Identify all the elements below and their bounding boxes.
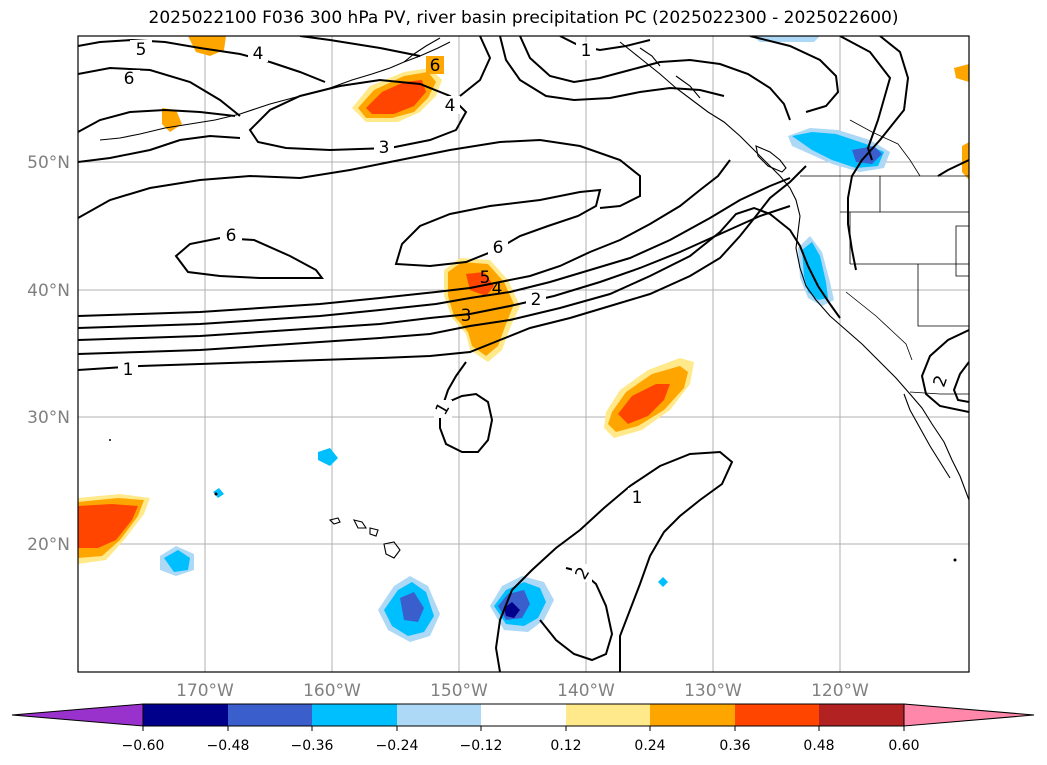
neg-anomaly-shading [802, 242, 828, 300]
latitude-labels: 20°N 30°N 40°N 50°N [27, 153, 70, 555]
contour-labels: 5 4 6 6 4 1 3 6 6 5 4 3 2 1 1 1 2 2 [118, 40, 952, 583]
colorbar-swatch [312, 704, 397, 726]
pos-anomaly-shading [618, 384, 670, 424]
colorbar-extend-high [903, 703, 1035, 727]
colorbar-swatch [566, 704, 650, 726]
colorbar-tick: 0.60 [888, 738, 919, 754]
contour-label: 5 [136, 40, 147, 60]
colorbar-swatch [143, 704, 228, 726]
colorbar-swatch [481, 704, 566, 726]
contour-label: 1 [581, 41, 592, 61]
lon-label: 170°W [176, 681, 234, 701]
neg-anomaly-shading [318, 448, 338, 466]
colorbar-extend-low [11, 703, 144, 727]
contour-label: 4 [253, 44, 264, 64]
longitude-labels: 170°W 160°W 150°W 140°W 130°W 120°W [176, 681, 869, 701]
pos-anomaly-shading [466, 272, 494, 296]
map-frame [77, 35, 970, 673]
lat-label: 40°N [27, 281, 70, 301]
colorbar-swatch [228, 704, 312, 726]
neg-anomaly-shading [504, 602, 520, 618]
colorbar-swatch [735, 704, 819, 726]
political-borders [800, 119, 969, 395]
lon-label: 140°W [557, 681, 615, 701]
neg-anomaly-shading [213, 488, 224, 498]
precip-pc-shading [78, 36, 969, 642]
contour-label: 1 [632, 488, 643, 508]
contour-label: 3 [461, 306, 472, 326]
lat-label: 30°N [27, 408, 70, 428]
chart-title: 2025022100 F036 300 hPa PV, river basin … [148, 8, 899, 28]
pos-anomaly-shading [448, 262, 514, 356]
colorbar-tick: 0.24 [634, 738, 665, 754]
neg-anomaly-shading [400, 592, 424, 622]
contour-label: 3 [379, 138, 390, 158]
neg-anomaly-shading [658, 577, 668, 587]
contour-label: 4 [445, 96, 456, 116]
pos-anomaly-shading [366, 80, 426, 114]
colorbar-tick: 0.12 [550, 738, 581, 754]
lat-label: 50°N [27, 153, 70, 173]
contour-label: 6 [124, 69, 135, 89]
colorbar: −0.60 −0.48 −0.36 −0.24 −0.12 0.12 0.24 … [11, 703, 1035, 754]
colorbar-tick: −0.24 [376, 738, 419, 754]
lon-label: 160°W [303, 681, 361, 701]
colorbar-swatch [397, 704, 481, 726]
pos-anomaly-shading [78, 504, 138, 548]
lat-label: 20°N [27, 535, 70, 555]
contour-label: 4 [492, 279, 503, 299]
lon-label: 120°W [811, 681, 869, 701]
colorbar-swatch [650, 704, 735, 726]
contour-label: 6 [493, 238, 504, 258]
pv-contours [78, 36, 969, 672]
pos-anomaly-shading [954, 64, 969, 82]
contour-label: 2 [531, 290, 542, 310]
colorbar-tick: −0.12 [460, 738, 503, 754]
lon-label: 130°W [684, 681, 742, 701]
lon-label: 150°W [430, 681, 488, 701]
contour-label: 6 [430, 56, 441, 76]
contour-label: 6 [226, 226, 237, 246]
colorbar-tick: −0.36 [291, 738, 334, 754]
contour-label: 1 [123, 360, 134, 380]
colorbar-swatch [819, 704, 904, 726]
neg-anomaly-shading [164, 550, 190, 572]
colorbar-tick: 0.48 [803, 738, 834, 754]
colorbar-tick: 0.36 [719, 738, 750, 754]
colorbar-tick: −0.48 [207, 738, 250, 754]
contour-label: 5 [480, 268, 491, 288]
colorbar-tick: −0.60 [122, 738, 165, 754]
